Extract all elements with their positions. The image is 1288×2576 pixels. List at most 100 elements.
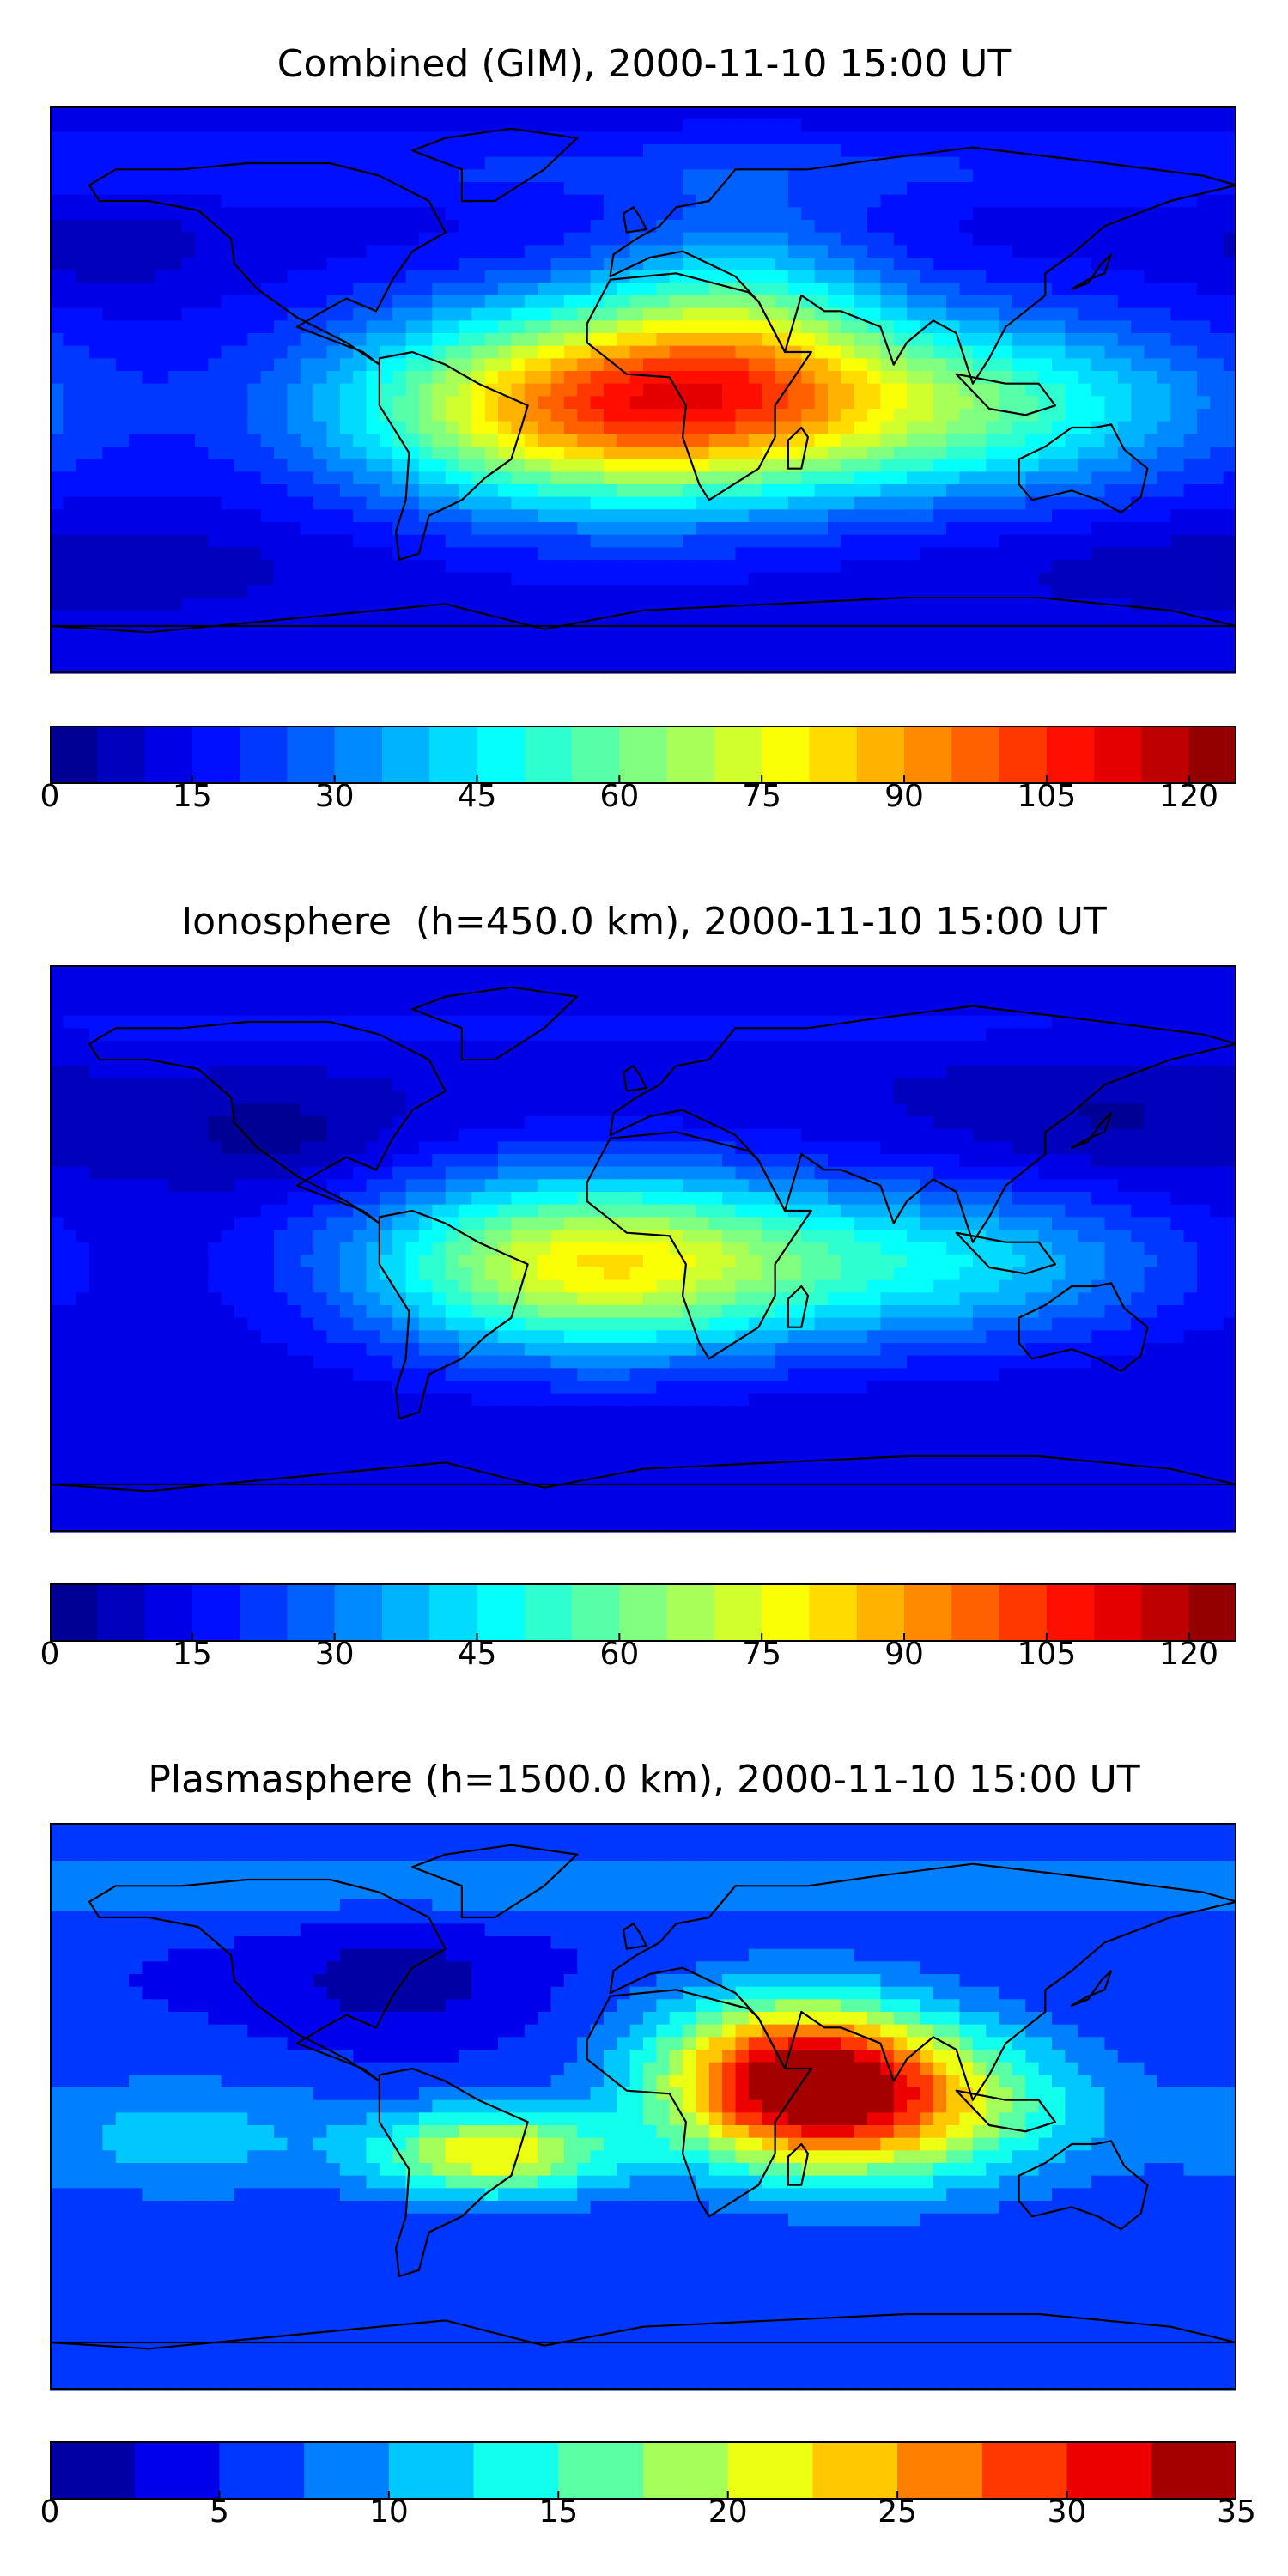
heatmap-cell	[801, 635, 816, 649]
heatmap-cell	[1196, 371, 1211, 385]
heatmap-cell	[933, 383, 947, 397]
heatmap-cell	[300, 207, 314, 221]
heatmap-cell	[1038, 371, 1053, 385]
heatmap-cell	[115, 560, 130, 574]
heatmap-cell	[775, 522, 789, 536]
heatmap-cell	[300, 560, 314, 574]
heatmap-cell	[801, 283, 816, 296]
colorbar-segment	[1188, 726, 1236, 784]
heatmap-cell	[841, 295, 855, 309]
heatmap-cell	[669, 333, 683, 347]
heatmap-cell	[1170, 156, 1185, 170]
heatmap-cell	[1091, 471, 1106, 485]
heatmap-cell	[972, 194, 987, 208]
heatmap-cell	[418, 1066, 433, 1079]
heatmap-cell	[893, 534, 908, 548]
heatmap-cell	[1183, 118, 1198, 132]
heatmap-cell	[366, 635, 380, 649]
heatmap-cell	[1131, 547, 1145, 561]
heatmap-cell	[287, 194, 301, 208]
heatmap-cell	[1104, 1003, 1119, 1017]
heatmap-cell	[260, 447, 275, 460]
heatmap-cell	[300, 194, 314, 208]
heatmap-cell	[867, 307, 881, 321]
heatmap-cell	[1196, 220, 1211, 234]
heatmap-cell	[1223, 131, 1236, 145]
heatmap-cell	[471, 965, 486, 979]
heatmap-cell	[907, 156, 921, 170]
heatmap-cell	[762, 977, 776, 991]
heatmap-cell	[498, 660, 513, 674]
heatmap-cell	[629, 144, 644, 158]
heatmap-cell	[1038, 156, 1053, 170]
heatmap-cell	[1025, 459, 1040, 472]
heatmap-cell	[300, 471, 314, 485]
heatmap-cell	[379, 1003, 393, 1017]
heatmap-cell	[234, 396, 248, 410]
heatmap-cell	[933, 610, 947, 623]
heatmap-cell	[1052, 534, 1066, 548]
heatmap-cell	[1144, 1053, 1158, 1066]
heatmap-cell	[50, 396, 64, 410]
heatmap-cell	[366, 547, 380, 561]
heatmap-cell	[353, 118, 368, 132]
heatmap-cell	[1104, 396, 1119, 410]
heatmap-cell	[880, 182, 895, 196]
heatmap-cell	[524, 522, 538, 536]
heatmap-cell	[1183, 1003, 1198, 1017]
heatmap-cell	[603, 307, 617, 321]
heatmap-cell	[313, 118, 328, 132]
heatmap-cell	[524, 118, 538, 132]
heatmap-cell	[102, 118, 117, 132]
heatmap-cell	[1144, 156, 1158, 170]
heatmap-cell	[999, 1028, 1013, 1042]
heatmap-cell	[643, 182, 657, 196]
heatmap-cell	[194, 283, 209, 296]
heatmap-cell	[696, 610, 710, 623]
heatmap-cell	[1144, 534, 1158, 548]
heatmap-cell	[511, 1028, 526, 1042]
heatmap-cell	[234, 207, 248, 221]
heatmap-cell	[1012, 990, 1026, 1004]
heatmap-cell	[392, 1028, 407, 1042]
heatmap-cell	[142, 560, 156, 574]
heatmap-cell	[1104, 1066, 1119, 1079]
heatmap-cell	[590, 990, 605, 1004]
heatmap-cell	[683, 660, 697, 674]
heatmap-cell	[89, 320, 104, 334]
heatmap-cell	[484, 610, 499, 623]
heatmap-cell	[287, 106, 301, 120]
heatmap-cell	[524, 270, 538, 283]
heatmap-cell	[300, 245, 314, 258]
heatmap-cell	[907, 320, 921, 334]
colorbar-segment	[287, 726, 336, 784]
heatmap-cell	[775, 560, 789, 574]
heatmap-cell	[498, 106, 513, 120]
heatmap-cell	[669, 434, 683, 447]
heatmap-cell	[287, 623, 301, 636]
heatmap-cell	[50, 965, 64, 979]
heatmap-cell	[590, 572, 605, 586]
heatmap-cell	[287, 245, 301, 258]
heatmap-cell	[1223, 534, 1236, 548]
heatmap-cell	[155, 333, 169, 347]
heatmap-cell	[538, 1066, 552, 1079]
heatmap-cell	[287, 647, 301, 661]
heatmap-cell	[274, 610, 288, 623]
heatmap-cell	[696, 169, 710, 183]
heatmap-cell	[221, 207, 235, 221]
heatmap-cell	[787, 245, 802, 258]
heatmap-cell	[524, 258, 538, 271]
heatmap-cell	[326, 421, 341, 434]
heatmap-cell	[1104, 447, 1119, 460]
heatmap-cell	[920, 421, 934, 434]
heatmap-cell	[854, 358, 868, 372]
heatmap-cell	[696, 371, 710, 385]
heatmap-cell	[168, 1078, 183, 1092]
heatmap-cell	[590, 1078, 605, 1092]
heatmap-cell	[313, 1066, 328, 1079]
heatmap-cell	[708, 371, 723, 385]
heatmap-cell	[880, 471, 895, 485]
heatmap-cell	[617, 307, 631, 321]
heatmap-cell	[617, 156, 631, 170]
